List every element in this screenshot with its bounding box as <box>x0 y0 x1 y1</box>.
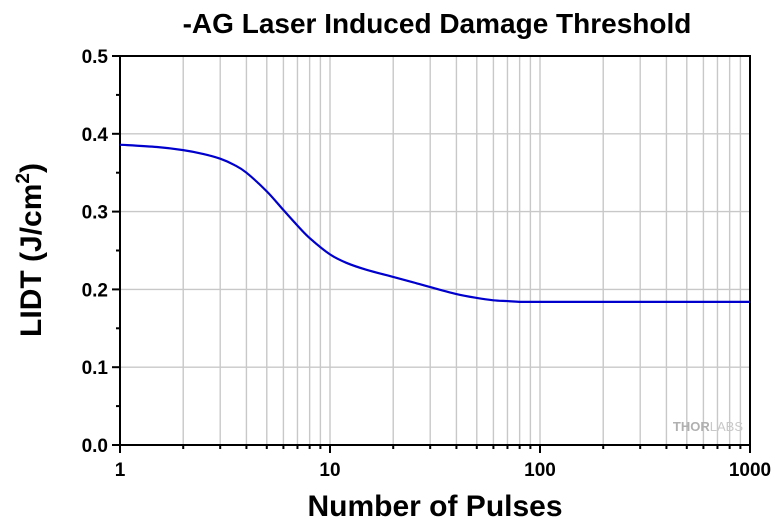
y-tick-label: 0.3 <box>82 203 108 224</box>
chart-title: -AG Laser Induced Damage Threshold <box>183 8 692 39</box>
watermark-thor: THOR <box>673 419 710 434</box>
y-tick-label: 0.1 <box>82 358 109 379</box>
y-tick-label: 0.4 <box>82 125 109 146</box>
y-axis-title: LIDT (J/cm2) <box>13 163 48 337</box>
y-axis-title-close: ) <box>15 163 48 173</box>
plot-frame <box>119 55 751 446</box>
y-axis-title-sup: 2 <box>13 173 34 184</box>
x-axis-title: Number of Pulses <box>307 490 562 523</box>
watermark-logo: THORLABS <box>673 419 743 434</box>
axis-ticks <box>112 55 751 453</box>
y-tick-label: 0.5 <box>82 47 109 68</box>
x-tick-label: 1000 <box>729 460 771 481</box>
x-tick-label: 10 <box>319 460 340 481</box>
y-axis-title-main: LIDT (J/cm <box>15 184 48 337</box>
x-tick-label: 1 <box>115 460 126 481</box>
watermark-labs: LABS <box>710 419 744 434</box>
x-tick-label: 100 <box>524 460 556 481</box>
y-tick-label: 0.0 <box>82 436 108 457</box>
tick-labels: 1 10 100 1000 0.0 0.1 0.2 0.3 0.4 0.5 <box>82 47 772 481</box>
grid-lines <box>120 56 750 445</box>
series-line-lidt <box>119 143 750 304</box>
y-tick-label: 0.2 <box>82 280 108 301</box>
